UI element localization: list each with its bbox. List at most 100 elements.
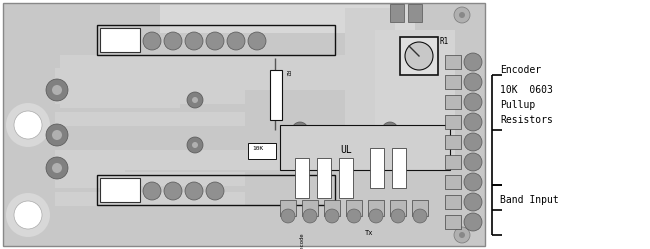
Bar bbox=[445, 175, 461, 189]
Circle shape bbox=[464, 193, 482, 211]
Bar bbox=[97, 25, 335, 55]
Circle shape bbox=[143, 182, 161, 200]
Bar bbox=[400, 37, 438, 75]
Bar bbox=[345, 8, 395, 168]
Bar bbox=[60, 88, 180, 108]
Bar bbox=[55, 90, 245, 104]
Circle shape bbox=[292, 122, 308, 138]
Circle shape bbox=[143, 32, 161, 50]
Circle shape bbox=[464, 93, 482, 111]
Circle shape bbox=[164, 182, 182, 200]
Circle shape bbox=[391, 209, 405, 223]
Bar bbox=[280, 200, 296, 216]
Bar bbox=[55, 172, 245, 186]
Circle shape bbox=[52, 163, 62, 173]
Circle shape bbox=[6, 193, 50, 237]
Bar bbox=[370, 148, 384, 188]
Circle shape bbox=[454, 227, 470, 243]
Circle shape bbox=[46, 157, 68, 179]
Bar bbox=[55, 10, 400, 28]
Bar bbox=[445, 195, 461, 209]
Circle shape bbox=[369, 209, 383, 223]
Circle shape bbox=[325, 209, 339, 223]
Bar bbox=[408, 4, 422, 22]
Bar bbox=[412, 200, 428, 216]
Text: Pullup: Pullup bbox=[500, 100, 535, 110]
Bar bbox=[445, 215, 461, 229]
Bar bbox=[100, 178, 140, 202]
Bar bbox=[100, 28, 140, 52]
Circle shape bbox=[454, 7, 470, 23]
Circle shape bbox=[46, 79, 68, 101]
Bar bbox=[55, 68, 245, 82]
Bar bbox=[390, 4, 404, 22]
Circle shape bbox=[387, 127, 393, 133]
Bar bbox=[445, 135, 461, 149]
Circle shape bbox=[303, 209, 317, 223]
Bar bbox=[390, 200, 406, 216]
Bar bbox=[375, 30, 455, 165]
Circle shape bbox=[382, 122, 398, 138]
Bar bbox=[55, 112, 245, 126]
Circle shape bbox=[192, 97, 198, 103]
Circle shape bbox=[459, 232, 465, 238]
Circle shape bbox=[464, 153, 482, 171]
Bar bbox=[3, 3, 485, 246]
Text: R2: R2 bbox=[285, 70, 290, 76]
Circle shape bbox=[464, 73, 482, 91]
Circle shape bbox=[192, 142, 198, 148]
Text: Encoder: Encoder bbox=[500, 65, 541, 75]
Circle shape bbox=[187, 137, 203, 153]
Circle shape bbox=[164, 32, 182, 50]
Text: R1: R1 bbox=[440, 37, 449, 46]
Circle shape bbox=[248, 32, 266, 50]
Circle shape bbox=[464, 133, 482, 151]
Circle shape bbox=[459, 12, 465, 18]
Circle shape bbox=[187, 92, 203, 108]
Circle shape bbox=[405, 42, 433, 70]
Bar bbox=[280, 125, 450, 170]
Circle shape bbox=[206, 182, 224, 200]
Bar bbox=[55, 192, 245, 206]
Circle shape bbox=[185, 182, 203, 200]
Circle shape bbox=[46, 124, 68, 146]
Circle shape bbox=[185, 32, 203, 50]
Bar bbox=[445, 155, 461, 169]
Bar bbox=[368, 200, 384, 216]
Circle shape bbox=[227, 32, 245, 50]
Bar bbox=[445, 95, 461, 109]
Text: 10K  0603: 10K 0603 bbox=[500, 85, 553, 95]
Bar bbox=[295, 158, 309, 198]
Bar bbox=[392, 148, 406, 188]
Text: Resistors: Resistors bbox=[500, 115, 553, 125]
Text: Band Input: Band Input bbox=[500, 195, 559, 205]
Circle shape bbox=[6, 103, 50, 147]
Bar bbox=[97, 175, 335, 205]
Text: Decode: Decode bbox=[300, 233, 305, 249]
Text: 10K: 10K bbox=[252, 146, 263, 151]
Bar bbox=[445, 55, 461, 69]
Bar bbox=[55, 168, 125, 188]
Bar bbox=[248, 143, 276, 159]
Circle shape bbox=[14, 201, 42, 229]
Bar bbox=[445, 75, 461, 89]
Circle shape bbox=[52, 130, 62, 140]
Circle shape bbox=[52, 85, 62, 95]
Circle shape bbox=[464, 53, 482, 71]
Bar bbox=[487, 0, 650, 249]
Bar bbox=[55, 152, 245, 166]
Bar bbox=[55, 8, 405, 30]
Bar bbox=[339, 158, 353, 198]
Bar bbox=[302, 200, 318, 216]
Circle shape bbox=[281, 209, 295, 223]
Text: UL: UL bbox=[340, 145, 352, 155]
Bar bbox=[160, 5, 415, 33]
Circle shape bbox=[464, 173, 482, 191]
Circle shape bbox=[413, 209, 427, 223]
Bar bbox=[55, 150, 345, 170]
Circle shape bbox=[14, 111, 42, 139]
Circle shape bbox=[206, 32, 224, 50]
Bar bbox=[60, 55, 350, 90]
Bar bbox=[346, 200, 362, 216]
Circle shape bbox=[464, 213, 482, 231]
